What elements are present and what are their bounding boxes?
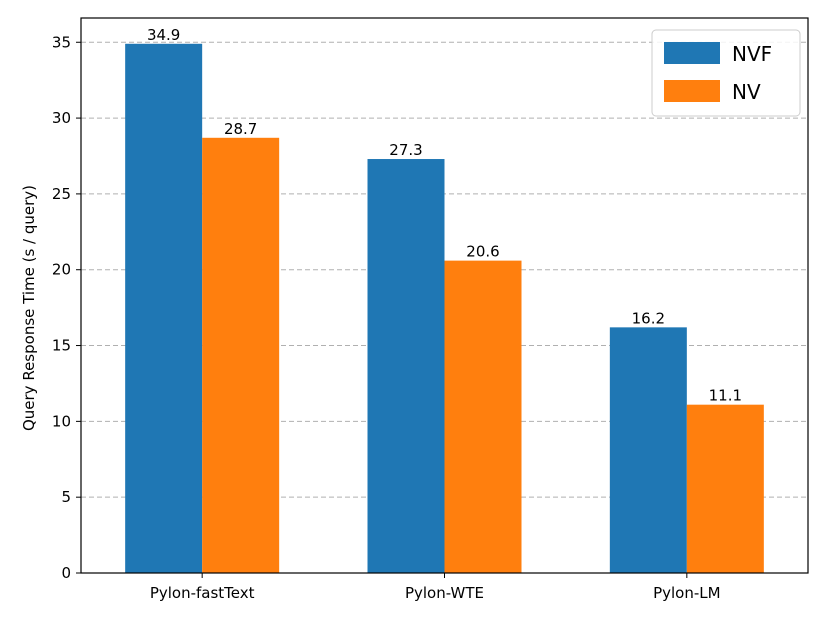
x-tick-label: Pylon-WTE — [405, 584, 484, 602]
legend-label-nv: NV — [732, 80, 761, 104]
bar-nvf-pylon-lm — [609, 327, 687, 573]
legend-swatch-nvf — [664, 42, 720, 64]
data-label: 28.7 — [224, 120, 257, 138]
data-label: 11.1 — [709, 387, 742, 405]
legend: NVF NV — [651, 29, 801, 117]
y-tick-label: 15 — [52, 337, 71, 355]
y-tick-label: 25 — [52, 185, 71, 203]
data-label: 20.6 — [466, 243, 499, 261]
bar-nvf-pylon-wte — [367, 159, 445, 573]
y-tick-label: 30 — [52, 109, 71, 127]
x-tick-label: Pylon-fastText — [150, 584, 255, 602]
bar-nvf-pylon-fasttext — [125, 43, 203, 574]
data-label: 34.9 — [147, 26, 180, 44]
y-axis-title: Query Response Time (s / query) — [20, 185, 38, 431]
y-tick-label: 5 — [61, 488, 71, 506]
data-label: 16.2 — [632, 309, 665, 327]
legend-swatch-nv — [664, 80, 720, 102]
data-labels: 34.9 27.3 16.2 28.7 20.6 11.1 — [147, 26, 742, 405]
y-tick-label: 10 — [52, 412, 71, 430]
bar-nv-pylon-fasttext — [202, 137, 280, 573]
axes: 0 5 10 15 20 25 30 35 Pylon-fastText Pylon-WTE Pyl… — [52, 17, 809, 602]
legend-label-nvf: NVF — [732, 42, 772, 66]
x-tick-label: Pylon-LM — [653, 584, 721, 602]
bar-nv-pylon-lm — [686, 404, 764, 573]
y-tick-label: 35 — [52, 33, 71, 51]
data-label: 27.3 — [389, 141, 422, 159]
y-tick-label: 0 — [61, 564, 71, 582]
y-tick-label: 20 — [52, 261, 71, 279]
bars — [125, 43, 764, 574]
bar-nv-pylon-wte — [444, 260, 522, 573]
